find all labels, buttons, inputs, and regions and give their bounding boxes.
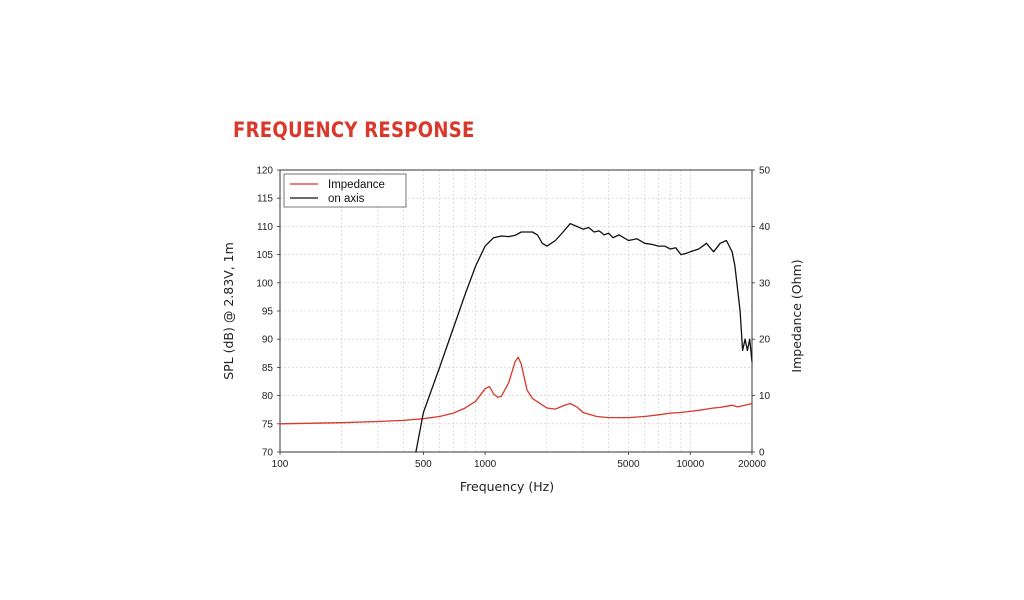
x-tick-label: 20000: [738, 459, 766, 470]
y-tick-label: 85: [262, 363, 274, 374]
x-tick-label: 1000: [474, 459, 497, 470]
series-line-on-axis: [415, 222, 753, 453]
y-tick-label: 90: [262, 335, 274, 346]
legend: Impedance on axis: [283, 173, 407, 208]
y2-tick-label: 20: [759, 335, 771, 346]
series-line-impedance: [279, 356, 753, 425]
y-tick-label: 115: [257, 194, 273, 205]
chart-title: FREQUENCY RESPONSE: [233, 118, 475, 142]
y-tick-label: 80: [262, 391, 274, 402]
y2-tick-label: 10: [759, 391, 771, 402]
y2-tick-label: 30: [759, 278, 771, 289]
y-axis-ticks: 70 75 80 85 90 95 100 105 110 115 120: [256, 166, 280, 459]
y2-axis-label: Impedance (Ohm): [789, 259, 804, 372]
y-tick-label: 70: [262, 448, 274, 459]
y2-tick-label: 40: [759, 222, 771, 233]
y2-axis-ticks: 0 10 20 30 40 50: [752, 166, 771, 459]
y-tick-label: 75: [262, 419, 274, 430]
x-axis-label: Frequency (Hz): [460, 479, 554, 494]
y-tick-label: 110: [257, 222, 273, 233]
x-tick-label: 100: [272, 459, 289, 470]
x-tick-label: 5000: [617, 459, 640, 470]
grid: [280, 169, 752, 453]
y-tick-label: 100: [256, 278, 273, 289]
x-tick-label: 10000: [676, 459, 704, 470]
legend-label-impedance: Impedance: [328, 179, 385, 191]
y-tick-label: 95: [262, 307, 274, 318]
y2-tick-label: 0: [759, 448, 765, 459]
series-lines: [279, 222, 753, 453]
y2-tick-label: 50: [759, 166, 771, 177]
legend-label-on-axis: on axis: [328, 193, 365, 205]
legend-box: [283, 173, 407, 208]
y-axis-label: SPL (dB) @ 2.83V, 1m: [221, 242, 236, 380]
x-tick-label: 500: [415, 459, 432, 470]
x-axis-ticks: 100 500 1000 5000 10000 20000: [272, 452, 766, 470]
y-tick-label: 105: [256, 250, 273, 261]
y-tick-label: 120: [256, 166, 273, 177]
